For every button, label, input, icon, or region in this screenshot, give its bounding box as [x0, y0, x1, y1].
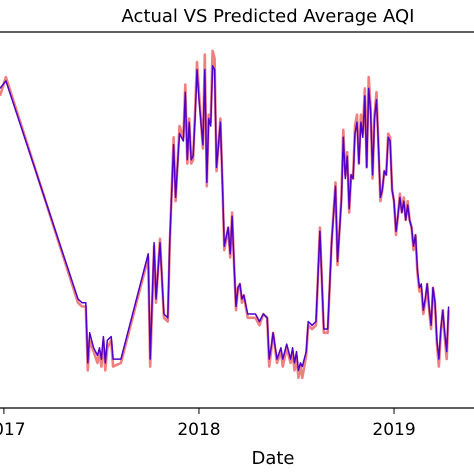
x-tick-label: 2018: [177, 420, 220, 440]
x-axis-ticks: 2017 2018 2019: [0, 408, 416, 440]
chart-title: Actual VS Predicted Average AQI: [122, 6, 415, 27]
x-tick-label: 2019: [372, 420, 415, 440]
series-line-1: [0, 49, 450, 380]
x-axis-label: Date: [251, 448, 294, 469]
series-line-2: [0, 65, 450, 372]
x-tick-label: 2017: [0, 420, 26, 440]
series-layer: [0, 49, 450, 380]
